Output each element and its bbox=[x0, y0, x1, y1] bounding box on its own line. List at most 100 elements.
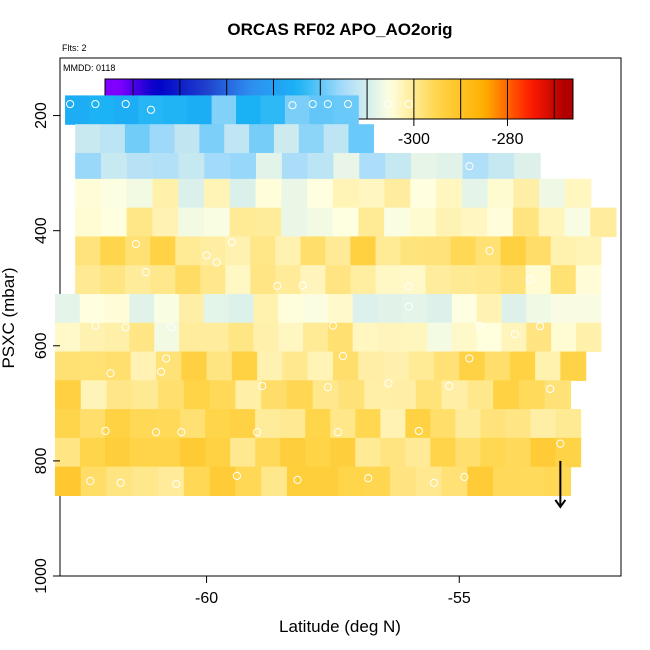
x-axis-title: Latitude (deg N) bbox=[279, 617, 401, 636]
heatmap-cell bbox=[493, 466, 520, 497]
heatmap-cell bbox=[476, 322, 503, 353]
heatmap-cell bbox=[203, 322, 230, 353]
heatmap-cell bbox=[126, 207, 154, 238]
sample-marker bbox=[116, 478, 125, 487]
heatmap-cell bbox=[359, 152, 386, 180]
heatmap-cell bbox=[330, 437, 356, 468]
heatmap-cell bbox=[493, 380, 520, 410]
heatmap-cell bbox=[385, 152, 412, 180]
heatmap-cell bbox=[152, 152, 180, 180]
heatmap-cell bbox=[350, 236, 377, 266]
sample-marker bbox=[212, 258, 221, 267]
heatmap-cell bbox=[307, 178, 334, 209]
heatmap-cell bbox=[501, 293, 527, 324]
heatmap-cell bbox=[286, 466, 314, 497]
heatmap-cell bbox=[375, 265, 402, 295]
y-tick-label: 800 bbox=[33, 447, 50, 474]
heatmap-cell bbox=[209, 380, 236, 410]
heatmap-cell bbox=[526, 322, 552, 353]
heatmap-cell bbox=[75, 124, 101, 154]
sample-marker bbox=[323, 99, 332, 109]
heatmap-cell bbox=[500, 265, 527, 295]
heatmap-cell bbox=[260, 95, 286, 125]
heatmap-cell bbox=[325, 265, 352, 295]
sample-marker bbox=[323, 383, 332, 392]
heatmap-cell bbox=[155, 437, 181, 468]
heatmap-cell bbox=[475, 236, 502, 266]
heatmap-cell bbox=[575, 293, 602, 324]
heatmap-cell bbox=[150, 265, 176, 295]
heatmap-cell bbox=[200, 265, 226, 295]
heatmap-cell bbox=[105, 409, 131, 439]
heatmap-cell bbox=[261, 466, 288, 497]
heatmap-cell bbox=[175, 265, 201, 295]
heatmap-cell bbox=[181, 351, 208, 381]
heatmap-cell bbox=[455, 437, 482, 468]
heatmap-cell bbox=[427, 322, 453, 353]
heatmap-cell bbox=[487, 207, 514, 238]
heatmap-cell bbox=[280, 409, 306, 439]
heatmap-cell bbox=[300, 236, 327, 266]
heatmap-cell bbox=[358, 178, 386, 209]
sample-marker bbox=[404, 282, 413, 291]
heatmap-cell bbox=[211, 95, 237, 125]
sample-markers bbox=[66, 99, 565, 489]
sample-marker bbox=[66, 99, 75, 109]
heatmap-cell bbox=[130, 409, 156, 439]
heatmap-cell bbox=[505, 409, 532, 439]
sample-marker bbox=[121, 323, 130, 332]
heatmap-cell bbox=[352, 293, 379, 324]
heatmap-cell bbox=[312, 380, 340, 410]
heatmap-cell bbox=[575, 236, 602, 266]
sample-marker bbox=[177, 428, 186, 437]
heatmap-cell bbox=[130, 351, 157, 381]
heatmap-cell bbox=[377, 322, 403, 353]
sample-marker bbox=[556, 439, 565, 448]
heatmap-cell bbox=[476, 293, 503, 324]
heatmap-cell bbox=[75, 207, 102, 238]
heatmap-cell bbox=[455, 409, 482, 439]
heatmap-cell bbox=[312, 466, 340, 497]
heatmap-cell bbox=[430, 437, 457, 468]
heatmap-cell bbox=[79, 437, 106, 468]
sample-marker bbox=[465, 354, 474, 363]
heatmap-cell bbox=[284, 95, 310, 125]
heatmap-cell bbox=[281, 207, 308, 238]
sample-marker bbox=[429, 478, 439, 487]
x-tick-label: -60 bbox=[195, 590, 218, 607]
sample-marker bbox=[333, 428, 343, 437]
heatmap-cell bbox=[400, 265, 427, 295]
heatmap-cell bbox=[281, 152, 309, 180]
heatmap-cell bbox=[410, 178, 437, 209]
heatmap-cell bbox=[89, 95, 115, 125]
sample-marker bbox=[162, 354, 171, 363]
heatmap-cell bbox=[300, 265, 327, 295]
heatmap-cell bbox=[282, 351, 309, 381]
heatmap-cell bbox=[65, 95, 91, 125]
heatmap-cell bbox=[484, 351, 511, 381]
heatmap-cell bbox=[451, 293, 478, 324]
heatmap-cell bbox=[551, 322, 577, 353]
heatmap-cell bbox=[358, 351, 385, 381]
heatmap-cell bbox=[174, 124, 201, 154]
heatmap-cell bbox=[427, 293, 453, 324]
heatmap-cell bbox=[338, 466, 365, 497]
heatmap-cell bbox=[488, 152, 515, 180]
sample-marker bbox=[202, 251, 211, 260]
heatmap-cell bbox=[500, 236, 527, 266]
heatmap-cell bbox=[590, 207, 617, 238]
sample-marker bbox=[298, 281, 307, 290]
y-tick-label: 1000 bbox=[33, 558, 50, 594]
heatmap-cell bbox=[409, 207, 437, 238]
heatmap-cell bbox=[415, 466, 443, 497]
heatmap-cell bbox=[410, 152, 438, 180]
heatmap-cell bbox=[199, 124, 225, 154]
heatmap-cell bbox=[544, 380, 572, 410]
sample-marker bbox=[156, 367, 166, 376]
heatmap-cell bbox=[132, 380, 159, 410]
heatmap-cells bbox=[54, 95, 617, 497]
chart-title: ORCAS RF02 APO_AO2orig bbox=[227, 20, 452, 39]
sample-marker bbox=[101, 426, 110, 436]
sample-marker bbox=[384, 99, 393, 109]
